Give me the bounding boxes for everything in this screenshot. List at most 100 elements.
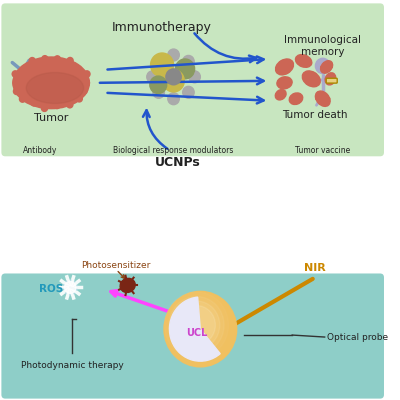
Circle shape xyxy=(20,96,26,102)
Circle shape xyxy=(173,301,220,349)
Text: Tumor vaccine: Tumor vaccine xyxy=(295,146,350,155)
Circle shape xyxy=(286,78,288,80)
Circle shape xyxy=(321,66,323,68)
Circle shape xyxy=(83,80,90,86)
Circle shape xyxy=(84,71,90,77)
Text: Biological response modulators: Biological response modulators xyxy=(113,146,234,155)
Circle shape xyxy=(297,60,299,62)
Circle shape xyxy=(14,88,20,94)
Circle shape xyxy=(76,96,82,102)
FancyBboxPatch shape xyxy=(1,274,384,399)
Circle shape xyxy=(277,66,279,68)
Circle shape xyxy=(308,60,310,62)
Circle shape xyxy=(328,75,329,76)
Circle shape xyxy=(298,94,299,96)
Text: Immunological
memory: Immunological memory xyxy=(284,35,361,57)
Circle shape xyxy=(280,70,282,72)
Circle shape xyxy=(287,70,289,72)
Circle shape xyxy=(23,65,29,72)
Text: Photodynamic therapy: Photodynamic therapy xyxy=(21,361,124,370)
Ellipse shape xyxy=(275,90,286,100)
Circle shape xyxy=(284,94,285,96)
Circle shape xyxy=(306,56,308,58)
Circle shape xyxy=(332,75,333,76)
Circle shape xyxy=(151,53,174,77)
Circle shape xyxy=(278,91,279,92)
Ellipse shape xyxy=(325,73,336,85)
Circle shape xyxy=(183,86,194,98)
Circle shape xyxy=(306,64,308,66)
Circle shape xyxy=(278,82,280,84)
Circle shape xyxy=(54,56,60,62)
Wedge shape xyxy=(170,297,220,361)
Circle shape xyxy=(168,49,179,61)
Circle shape xyxy=(81,88,87,94)
Text: Tumor: Tumor xyxy=(34,113,68,123)
Circle shape xyxy=(328,98,330,100)
Circle shape xyxy=(178,306,216,345)
Circle shape xyxy=(316,98,318,100)
Circle shape xyxy=(153,86,164,98)
Circle shape xyxy=(42,105,48,112)
Circle shape xyxy=(150,76,167,94)
Text: Optical probe: Optical probe xyxy=(326,332,388,342)
Text: Photosensitizer: Photosensitizer xyxy=(82,260,151,270)
Circle shape xyxy=(328,81,329,83)
Circle shape xyxy=(280,62,282,64)
Ellipse shape xyxy=(289,93,303,104)
Circle shape xyxy=(73,65,79,72)
Circle shape xyxy=(330,66,332,68)
Circle shape xyxy=(328,63,330,65)
Ellipse shape xyxy=(277,77,292,89)
Circle shape xyxy=(325,94,327,96)
Text: Antibody: Antibody xyxy=(22,146,57,155)
Circle shape xyxy=(67,102,73,108)
Circle shape xyxy=(307,82,309,84)
Circle shape xyxy=(67,58,73,64)
Circle shape xyxy=(319,94,321,96)
Circle shape xyxy=(300,64,302,66)
Ellipse shape xyxy=(320,61,333,73)
Circle shape xyxy=(42,56,48,62)
Ellipse shape xyxy=(302,71,320,87)
Text: Immunotherapy: Immunotherapy xyxy=(112,21,212,34)
Circle shape xyxy=(64,282,76,293)
Circle shape xyxy=(319,102,321,104)
Circle shape xyxy=(286,86,288,87)
Circle shape xyxy=(29,58,35,64)
Circle shape xyxy=(163,70,184,92)
Ellipse shape xyxy=(296,55,312,67)
Circle shape xyxy=(328,69,330,71)
Circle shape xyxy=(282,91,283,92)
Circle shape xyxy=(332,81,333,83)
Circle shape xyxy=(12,71,18,77)
Circle shape xyxy=(289,82,291,84)
Circle shape xyxy=(282,97,283,98)
Circle shape xyxy=(326,78,327,80)
Circle shape xyxy=(166,69,181,85)
Circle shape xyxy=(176,59,195,79)
Circle shape xyxy=(323,69,325,71)
Circle shape xyxy=(281,78,283,80)
Circle shape xyxy=(281,86,283,87)
Circle shape xyxy=(298,101,299,103)
Circle shape xyxy=(307,73,309,76)
Text: UCNPs: UCNPs xyxy=(154,156,200,169)
Ellipse shape xyxy=(26,72,84,104)
Circle shape xyxy=(293,94,294,96)
Circle shape xyxy=(169,296,224,354)
Ellipse shape xyxy=(276,59,294,75)
Circle shape xyxy=(31,100,37,106)
Ellipse shape xyxy=(13,57,89,109)
Circle shape xyxy=(314,82,316,84)
Text: Tumor death: Tumor death xyxy=(282,110,348,120)
Circle shape xyxy=(54,102,60,109)
Text: NIR: NIR xyxy=(304,264,326,274)
Circle shape xyxy=(334,78,336,80)
FancyBboxPatch shape xyxy=(326,78,337,83)
Circle shape xyxy=(189,71,200,83)
FancyBboxPatch shape xyxy=(1,3,384,156)
Circle shape xyxy=(287,62,289,64)
Circle shape xyxy=(278,97,279,98)
Circle shape xyxy=(293,101,294,103)
